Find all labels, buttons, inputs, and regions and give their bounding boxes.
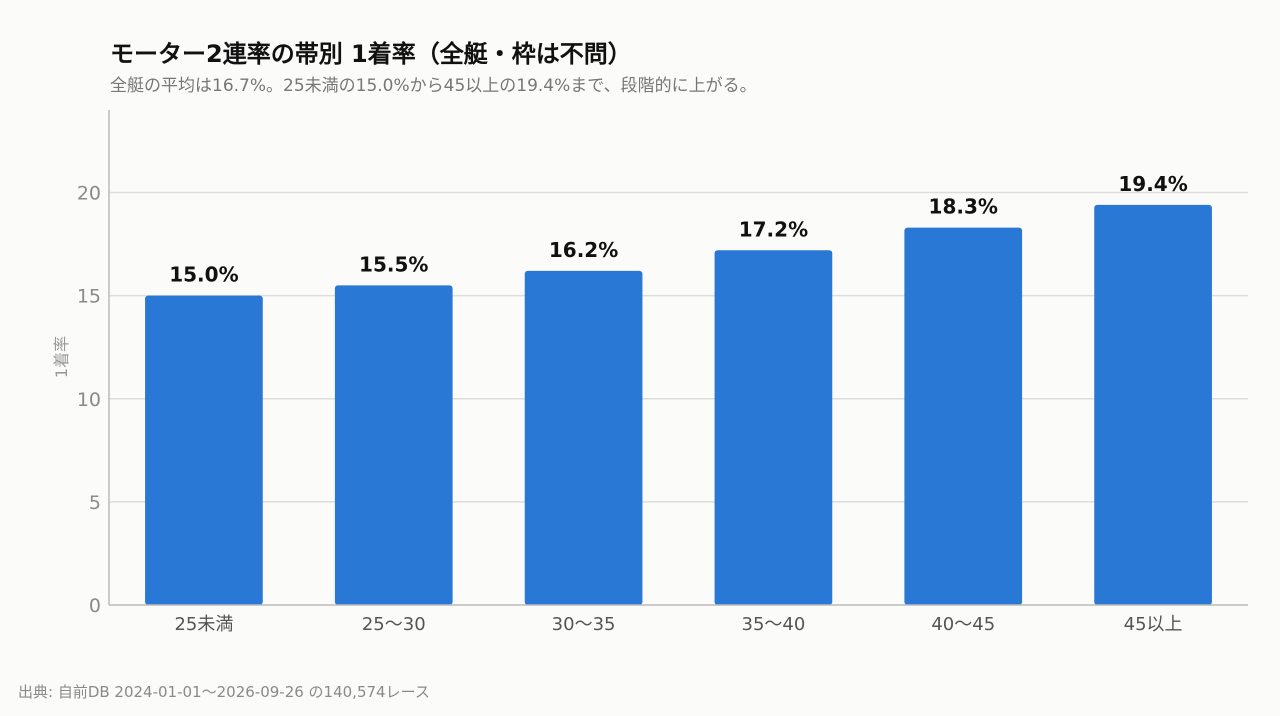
chart-title: モーター2連率の帯別 1着率（全艇・枠は不問） (110, 40, 632, 68)
y-tick-label: 20 (77, 183, 101, 205)
y-tick-label: 5 (89, 492, 101, 514)
bar (334, 285, 453, 605)
bar (714, 250, 833, 605)
x-tick-label: 25〜30 (362, 614, 426, 635)
gridlines (109, 191, 1248, 503)
y-tick-label: 15 (77, 286, 101, 308)
data-label: 15.5% (359, 252, 428, 276)
y-axis-title: 1着率 (52, 336, 71, 378)
x-tick-label: 40〜45 (931, 614, 995, 635)
bar (145, 295, 263, 605)
x-tick-label: 25未満 (174, 614, 233, 635)
source-note: 出典: 自前DB 2024-01-01〜2026-09-26 の140,574レ… (18, 683, 430, 701)
data-label: 18.3% (929, 195, 998, 219)
x-tick-label: 30〜35 (552, 614, 616, 635)
axes (108, 110, 1248, 606)
data-label: 16.2% (549, 238, 618, 262)
chart-subtitle: 全艇の平均は16.7%。25未満の15.0%から45以上の19.4%まで、段階的… (110, 76, 757, 96)
x-tick-label: 35〜40 (742, 614, 806, 635)
data-label: 17.2% (739, 217, 808, 241)
y-tick-label: 0 (89, 595, 101, 617)
category-labels: 25未満 25〜30 30〜35 35〜40 40〜45 45以上 (174, 614, 1182, 635)
data-label: 19.4% (1118, 172, 1187, 196)
y-tick-labels: 0 5 10 15 20 (77, 183, 101, 618)
data-label: 15.0% (169, 263, 238, 287)
bar (524, 270, 643, 605)
data-labels: 15.0% 15.5% 16.2% 17.2% 18.3% 19.4% (169, 172, 1188, 287)
y-tick-label: 10 (77, 389, 101, 411)
bar (904, 227, 1023, 605)
bar (1094, 204, 1212, 605)
bars (145, 204, 1212, 605)
x-tick-label: 45以上 (1124, 614, 1183, 635)
